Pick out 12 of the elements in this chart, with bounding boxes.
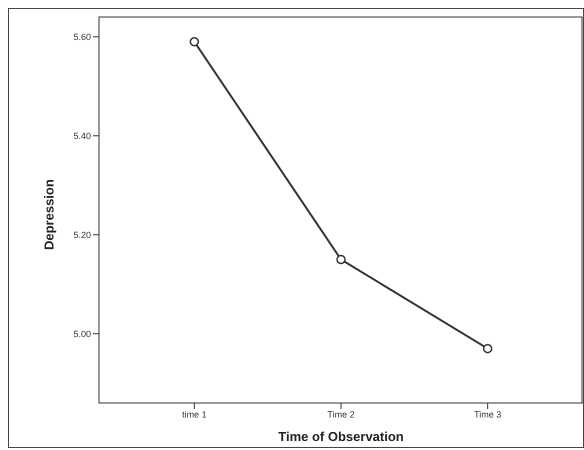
point: [336, 254, 346, 264]
x-tick-label: time 1: [182, 409, 207, 420]
point: [482, 344, 492, 354]
x-axis-title: Time of Observation: [278, 429, 404, 444]
y-tick-label: 5.20: [73, 230, 91, 240]
point: [190, 36, 200, 46]
y-tick-label: 5.60: [73, 32, 91, 42]
x-tick-label: Time 2: [327, 409, 355, 420]
x-tick-label: Time 3: [474, 409, 502, 420]
y-tick-label: 5.40: [73, 130, 91, 141]
y-axis-title: Depression: [42, 179, 57, 250]
y-tick-label: 5.00: [73, 328, 91, 339]
